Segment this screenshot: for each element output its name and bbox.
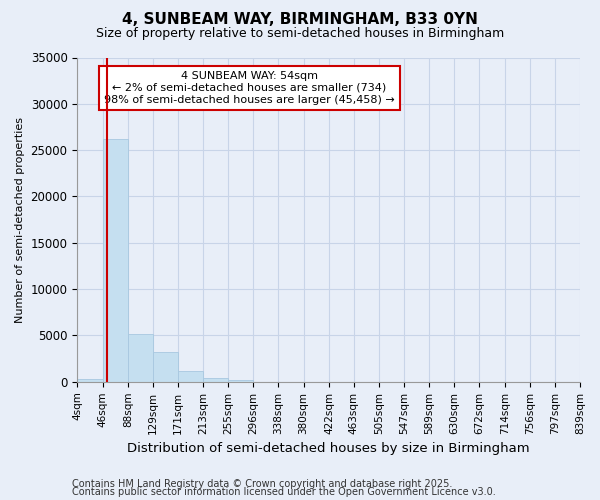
Bar xyxy=(152,352,178,382)
Text: 4, SUNBEAM WAY, BIRMINGHAM, B33 0YN: 4, SUNBEAM WAY, BIRMINGHAM, B33 0YN xyxy=(122,12,478,28)
Bar xyxy=(103,139,128,382)
Text: Contains HM Land Registry data © Crown copyright and database right 2025.: Contains HM Land Registry data © Crown c… xyxy=(72,479,452,489)
Bar xyxy=(178,370,203,382)
Bar xyxy=(128,334,152,382)
X-axis label: Distribution of semi-detached houses by size in Birmingham: Distribution of semi-detached houses by … xyxy=(127,442,530,455)
Y-axis label: Number of semi-detached properties: Number of semi-detached properties xyxy=(15,116,25,322)
Bar xyxy=(77,379,103,382)
Text: Contains public sector information licensed under the Open Government Licence v3: Contains public sector information licen… xyxy=(72,487,496,497)
Text: 4 SUNBEAM WAY: 54sqm
← 2% of semi-detached houses are smaller (734)
98% of semi-: 4 SUNBEAM WAY: 54sqm ← 2% of semi-detach… xyxy=(104,72,395,104)
Bar xyxy=(203,378,229,382)
Bar xyxy=(229,380,253,382)
Text: Size of property relative to semi-detached houses in Birmingham: Size of property relative to semi-detach… xyxy=(96,28,504,40)
